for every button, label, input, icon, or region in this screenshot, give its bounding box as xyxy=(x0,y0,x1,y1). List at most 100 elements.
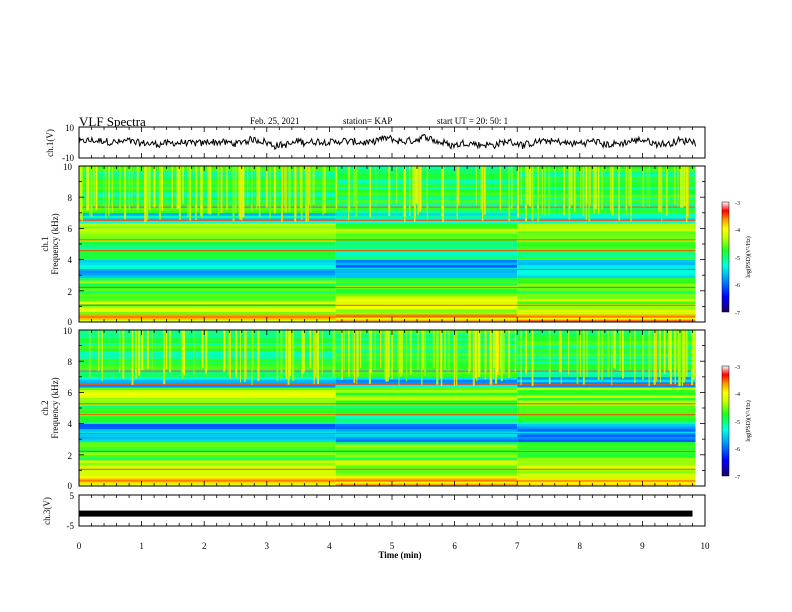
sferic-streak xyxy=(124,166,127,220)
spectrogram-band xyxy=(335,194,518,198)
spectrogram-band xyxy=(517,319,696,323)
sferic-streak xyxy=(386,330,389,382)
spectrogram-band xyxy=(517,171,696,175)
sferic-streak xyxy=(138,330,141,376)
sferic-streak xyxy=(251,166,253,212)
figure-title: VLF Spectra xyxy=(79,114,146,129)
sferic-streak xyxy=(347,166,350,221)
spectrogram-band xyxy=(335,171,518,175)
sferic-streak xyxy=(422,330,424,370)
spectrogram-band xyxy=(517,483,696,487)
sferic-streak xyxy=(193,330,195,376)
sferic-streak xyxy=(187,166,189,218)
spectrogram-band xyxy=(79,316,336,320)
ch1-spectrogram-panel: 10 8 6 4 2 0 ch.1 Frequency (kHz) xyxy=(40,162,706,327)
spectrogram-band xyxy=(517,199,696,203)
sferic-streak xyxy=(661,166,663,221)
sferic-streak xyxy=(178,166,181,220)
spectrogram-band xyxy=(79,277,336,281)
sferic-streak xyxy=(611,166,614,216)
sferic-streak xyxy=(472,330,475,386)
sferic-streak xyxy=(153,166,156,208)
spectrogram-band xyxy=(335,254,518,258)
spectrogram-band xyxy=(79,244,336,247)
sferic-streak xyxy=(122,330,125,379)
spectrogram-band xyxy=(79,397,336,401)
sferic-streak xyxy=(582,166,585,217)
spectrogram-band xyxy=(517,410,696,414)
sferic-streak xyxy=(101,330,103,382)
sferic-streak xyxy=(119,166,121,210)
narrowband-line xyxy=(79,206,696,208)
spectrogram-band xyxy=(517,251,696,255)
spectrogram-band xyxy=(335,475,518,479)
sferic-streak xyxy=(475,166,477,206)
spectrogram-band xyxy=(335,228,518,232)
sferic-streak xyxy=(593,166,595,214)
spectrogram-band xyxy=(517,358,696,362)
sferic-streak xyxy=(508,330,511,378)
sferic-streak xyxy=(680,166,683,208)
spectrogram-band xyxy=(79,241,336,245)
spectrogram-band xyxy=(335,288,518,292)
narrowband-line xyxy=(79,383,696,385)
spectrogram-band xyxy=(517,194,696,198)
sferic-streak xyxy=(597,166,600,214)
sferic-streak xyxy=(370,330,373,373)
sferic-streak xyxy=(625,166,628,211)
sferic-streak xyxy=(343,330,345,372)
sferic-streak xyxy=(628,166,631,207)
sferic-streak xyxy=(301,330,303,378)
spectrogram-band xyxy=(517,470,696,474)
sferic-streak xyxy=(669,330,672,385)
sferic-streak xyxy=(163,330,166,385)
sferic-streak xyxy=(369,166,371,218)
sferic-streak xyxy=(308,166,311,205)
spectrogram-band xyxy=(517,189,696,193)
sferic-streak xyxy=(87,166,89,211)
sferic-streak xyxy=(151,330,153,370)
no-data-region xyxy=(695,166,705,322)
spectrogram-band xyxy=(335,179,518,182)
spectrogram-band xyxy=(79,423,336,427)
sferic-streak xyxy=(489,330,492,385)
spectrogram-band xyxy=(517,207,696,211)
sferic-streak xyxy=(477,330,481,377)
sferic-streak xyxy=(453,330,455,387)
x-tick-label: 1 xyxy=(139,541,144,551)
sferic-streak xyxy=(398,330,400,386)
sferic-streak xyxy=(687,166,689,218)
sferic-streak xyxy=(444,330,446,370)
sferic-streak xyxy=(544,166,546,216)
sferic-streak xyxy=(619,330,621,371)
sferic-streak xyxy=(89,166,91,217)
spectrogram-band xyxy=(79,267,336,271)
spectrogram-band xyxy=(335,389,518,393)
sferic-streak xyxy=(290,330,291,372)
spectrogram-band xyxy=(335,319,518,323)
spectrogram-band xyxy=(335,277,518,281)
spectrogram-band xyxy=(79,257,336,260)
sferic-streak xyxy=(239,166,242,220)
spectrogram-band xyxy=(517,283,696,286)
spectrogram-band xyxy=(79,212,336,216)
spectrogram-band xyxy=(335,366,518,370)
spectrogram-band xyxy=(335,483,518,487)
sferic-streak xyxy=(310,166,312,213)
spectrogram-band xyxy=(335,452,518,456)
spectrogram-band xyxy=(335,168,518,172)
spectrogram-band xyxy=(79,379,336,383)
sferic-streak xyxy=(209,166,212,215)
spectrogram-band xyxy=(517,179,696,182)
spectrogram-band xyxy=(517,311,696,315)
spectrogram-band xyxy=(335,246,518,250)
sferic-streak xyxy=(368,330,371,384)
spectrogram-band xyxy=(79,197,336,201)
spectrogram-band xyxy=(79,483,336,487)
spectrogram-band xyxy=(335,473,518,476)
spectrogram-band xyxy=(79,387,336,391)
sferic-streak xyxy=(312,166,315,205)
spectrogram-band xyxy=(335,382,518,385)
sferic-streak xyxy=(679,330,681,386)
spectrogram-band xyxy=(79,290,336,294)
